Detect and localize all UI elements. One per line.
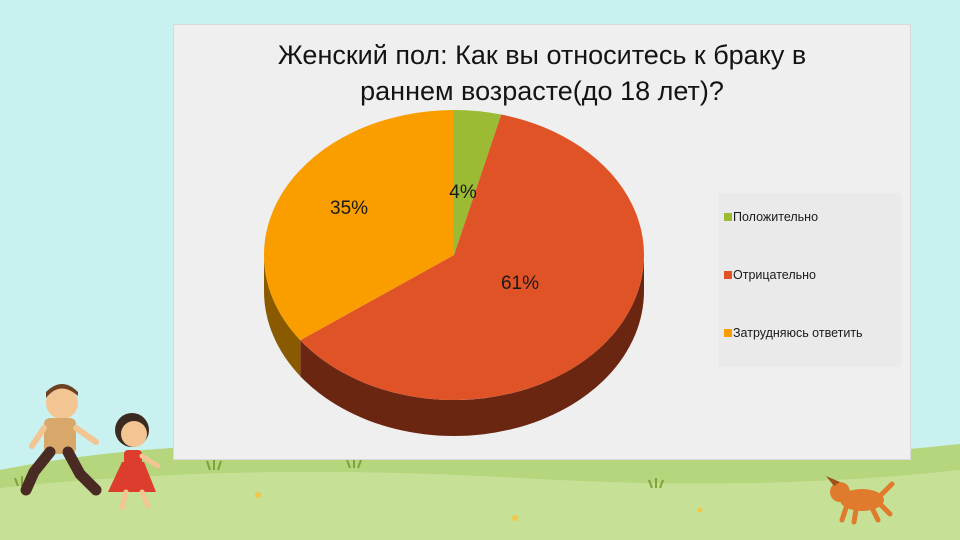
boy-illustration [20, 384, 102, 496]
legend-label-negative: Отрицательно [733, 268, 817, 282]
legend-label-unsure: Затрудняюсь ответить [733, 326, 863, 340]
grass-tufts [14, 458, 664, 489]
pie-side-unsure [264, 255, 301, 377]
flowers [255, 492, 703, 521]
data-label-unsure: 35% [330, 198, 368, 219]
chart-title: Женский пол: Как вы относитесь к браку в… [174, 37, 910, 109]
legend-item-positive: Положительно [724, 210, 818, 224]
pie-chart: 4% 61% 35% [264, 110, 644, 436]
pie-side-negative [300, 255, 644, 436]
chart-title-line-2: раннем возрасте(до 18 лет)? [360, 76, 724, 106]
chart-title-line-1: Женский пол: Как вы относитесь к браку в [277, 40, 807, 70]
girl-illustration [108, 413, 161, 511]
legend-label-positive: Положительно [733, 210, 819, 224]
pie-slice-positive [454, 110, 502, 255]
legend-item-negative: Отрицательно [724, 268, 816, 282]
data-label-positive: 4% [449, 182, 477, 203]
dog-illustration [826, 476, 895, 525]
legend-item-unsure: Затрудняюсь ответить [724, 326, 863, 340]
grass-hill-front [0, 470, 960, 540]
chart-panel: Женский пол: Как вы относитесь к браку в… [173, 24, 911, 460]
pie-slice-negative [300, 114, 644, 400]
legend-swatch-positive [724, 213, 732, 221]
legend-swatch-negative [724, 271, 732, 279]
chart-legend: Положительно Отрицательно Затрудняюсь от… [719, 193, 901, 367]
data-label-negative: 61% [501, 273, 539, 294]
legend-swatch-unsure [724, 329, 732, 337]
pie-slice-unsure [264, 110, 454, 341]
